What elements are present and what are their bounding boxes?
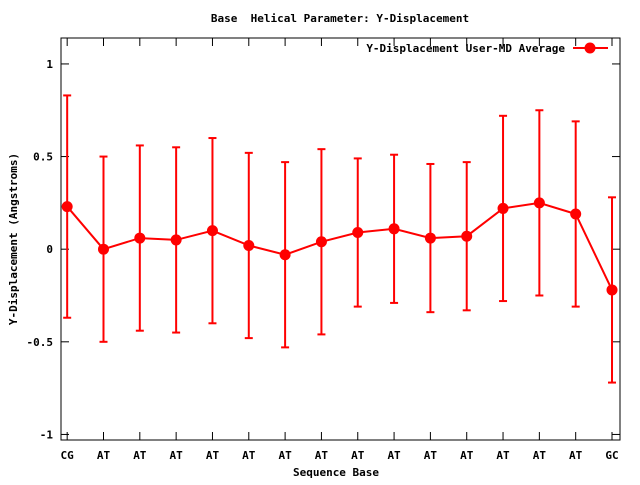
chart-title: Base Helical Parameter: Y-Displacement <box>211 12 469 25</box>
y-tick-label: 0 <box>46 243 53 256</box>
x-tick-label: AT <box>569 449 583 462</box>
legend-marker <box>584 42 596 54</box>
data-point <box>61 201 73 213</box>
data-point <box>243 239 255 251</box>
x-tick-label: AT <box>424 449 438 462</box>
data-point <box>570 208 582 220</box>
x-tick-label: AT <box>460 449 474 462</box>
data-point <box>206 225 218 237</box>
data-point <box>424 232 436 244</box>
legend: Y-Displacement User-MD Average <box>366 42 608 55</box>
x-tick-label: AT <box>351 449 365 462</box>
data-point <box>497 202 509 214</box>
data-point <box>533 197 545 209</box>
legend-label: Y-Displacement User-MD Average <box>366 42 565 55</box>
x-tick-label: AT <box>242 449 256 462</box>
x-tick-label: AT <box>387 449 401 462</box>
data-point <box>97 243 109 255</box>
data-point <box>170 234 182 246</box>
y-tick-label: -1 <box>40 428 54 441</box>
data-point <box>315 236 327 248</box>
x-axis-label: Sequence Base <box>293 466 379 479</box>
x-tick-label: GC <box>605 449 618 462</box>
x-tick-label: AT <box>97 449 111 462</box>
x-tick-label: AT <box>206 449 220 462</box>
plot-frame <box>60 37 621 441</box>
x-tick-label: AT <box>133 449 147 462</box>
y-axis-label: Y-Displacement (Angstroms) <box>7 153 20 325</box>
data-point <box>352 227 364 239</box>
data-point <box>388 223 400 235</box>
data-point <box>461 230 473 242</box>
x-tick-label: AT <box>496 449 510 462</box>
y-tick-label: 0.5 <box>33 151 53 164</box>
series-line <box>66 201 613 291</box>
y-tick-label: 1 <box>46 58 53 71</box>
x-tick-label: AT <box>278 449 292 462</box>
data-point <box>279 249 291 261</box>
y-tick-label: -0.5 <box>27 336 54 349</box>
x-tick-label: CG <box>61 449 75 462</box>
x-tick-label: AT <box>315 449 329 462</box>
data-point <box>134 232 146 244</box>
data-point <box>606 284 618 296</box>
x-tick-label: AT <box>170 449 184 462</box>
x-tick-label: AT <box>533 449 547 462</box>
